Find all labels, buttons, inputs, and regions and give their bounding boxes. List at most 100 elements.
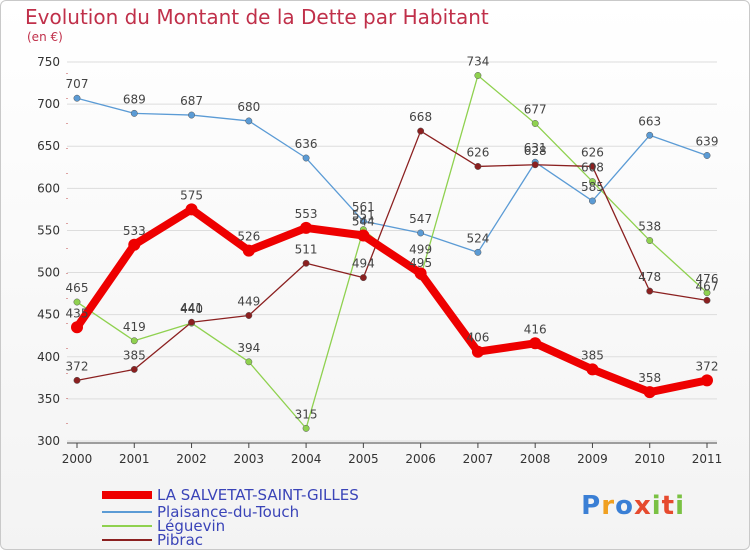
data-label: 419 (123, 320, 146, 334)
data-label: 315 (295, 407, 318, 421)
data-label: 639 (696, 134, 719, 148)
data-label: 495 (409, 256, 432, 270)
data-label: 441 (180, 301, 203, 315)
data-point (586, 363, 599, 376)
data-point (643, 386, 656, 399)
series-line (76, 97, 708, 253)
data-label: 687 (180, 94, 203, 108)
legend-label: Pibrac (157, 531, 203, 549)
data-point (703, 152, 711, 159)
legend-label: LA SALVETAT-SAINT-GILLES (157, 486, 359, 504)
data-label: 636 (295, 137, 318, 151)
logo-letter: P (581, 491, 602, 521)
data-label: 467 (696, 279, 719, 293)
data-label: 526 (237, 230, 260, 244)
data-label: 499 (409, 242, 432, 256)
data-label: 561 (352, 200, 375, 214)
data-point (128, 238, 141, 251)
chart-subtitle: (en €) (27, 30, 63, 44)
data-point (300, 221, 313, 234)
data-label: 511 (295, 242, 318, 256)
y-tick-label: 350 (37, 392, 60, 406)
series-line (76, 130, 708, 381)
series-line (73, 205, 708, 397)
y-tick-label: 500 (37, 266, 60, 280)
data-point (302, 259, 310, 267)
x-tick-label: 2009 (577, 452, 608, 466)
data-label: 553 (295, 207, 318, 221)
data-point (646, 287, 654, 295)
data-point (474, 72, 482, 79)
y-tick-label: 400 (37, 350, 60, 364)
data-label: 524 (466, 231, 489, 245)
x-tick-label: 2005 (348, 452, 379, 466)
data-point (71, 321, 83, 334)
logo-letter: i (651, 491, 662, 521)
data-label: 547 (409, 212, 432, 226)
data-label: 435 (66, 306, 89, 320)
data-point (130, 337, 138, 345)
data-label: 372 (66, 359, 89, 373)
x-tick-label: 2000 (62, 452, 93, 466)
proxiti-logo: Proxiti (581, 491, 685, 521)
data-point (414, 267, 427, 280)
x-tick-label: 2011 (692, 452, 723, 466)
data-point (359, 274, 367, 282)
data-point (589, 162, 596, 170)
logo-letter: r (601, 491, 616, 521)
x-tick-label: 2003 (234, 452, 265, 466)
data-label: 551 (352, 209, 375, 223)
data-point (188, 318, 195, 326)
y-tick-label: 650 (37, 139, 60, 153)
data-label: 626 (581, 145, 604, 159)
data-point (471, 345, 484, 358)
data-label: 628 (524, 144, 547, 158)
data-point (130, 109, 138, 117)
x-tick-label: 2008 (520, 452, 551, 466)
data-point (417, 229, 425, 237)
x-tick-label: 2010 (634, 452, 665, 466)
data-label: 394 (237, 341, 260, 355)
data-label: 626 (466, 145, 489, 159)
data-point (589, 178, 596, 186)
data-label: 465 (66, 281, 89, 295)
data-label: 406 (466, 331, 489, 345)
data-label: 440 (180, 302, 203, 316)
data-point (529, 337, 542, 350)
data-label: 608 (581, 161, 604, 175)
x-tick-label: 2006 (405, 452, 436, 466)
data-label: 734 (466, 54, 489, 68)
x-tick-label: 2004 (291, 452, 322, 466)
y-tick-label: 450 (37, 308, 60, 322)
data-label: 358 (638, 371, 661, 385)
x-tick-label: 2007 (463, 452, 494, 466)
data-point (531, 120, 539, 127)
data-point (242, 244, 255, 257)
data-label: 372 (696, 359, 719, 373)
data-point (302, 154, 310, 162)
chart-title: Evolution du Montant de la Dette par Hab… (25, 5, 489, 29)
data-label: 680 (237, 100, 260, 114)
data-point (531, 161, 539, 169)
data-label: 538 (638, 220, 661, 234)
data-point (357, 229, 370, 242)
y-tick-label: 300 (37, 434, 60, 448)
data-point (73, 376, 81, 384)
data-point (474, 162, 482, 170)
data-point (474, 248, 482, 256)
data-label: 631 (524, 141, 547, 155)
data-label: 385 (123, 348, 146, 362)
data-point (185, 203, 198, 216)
data-label: 707 (66, 77, 89, 91)
data-point (359, 217, 367, 225)
y-tick-label: 550 (37, 223, 60, 237)
logo-letter: i (675, 491, 685, 521)
data-label: 449 (237, 295, 260, 309)
y-tick-label: 600 (37, 181, 60, 195)
logo-letter: t (661, 491, 676, 521)
logo-letter: x (633, 491, 652, 521)
data-label: 385 (581, 348, 604, 362)
data-point (703, 289, 711, 297)
